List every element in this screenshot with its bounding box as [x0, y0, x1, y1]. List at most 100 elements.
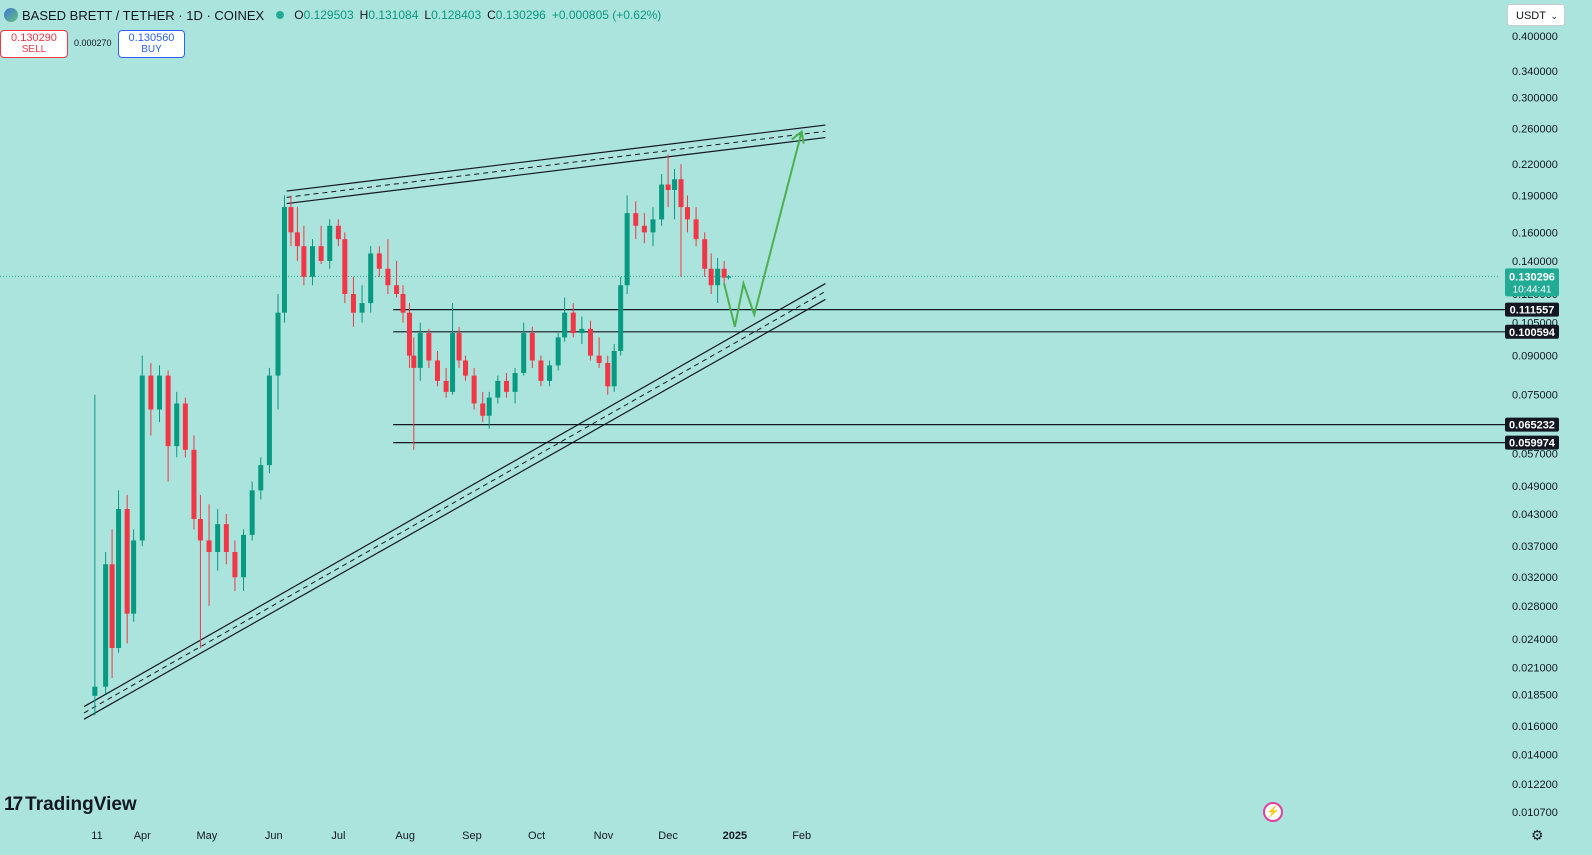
candle-body — [708, 268, 714, 286]
candle-body — [394, 285, 400, 295]
candle-body — [232, 552, 238, 578]
price-tick-label: 0.160000 — [1512, 227, 1558, 239]
horizontal-levels — [0, 275, 1505, 444]
price-tick-label: 0.012200 — [1512, 779, 1558, 791]
bolt-icon[interactable]: ⚡ — [1263, 802, 1283, 822]
upper-channel-top[interactable] — [286, 124, 826, 192]
candle-body — [587, 328, 593, 356]
candle-body — [434, 360, 440, 381]
projection-line[interactable] — [723, 131, 803, 327]
level-label: 0.100594 — [1509, 327, 1556, 339]
candle-body — [92, 686, 98, 696]
lower-channel-mid — [83, 291, 826, 714]
price-tick-label: 0.340000 — [1512, 66, 1558, 78]
candle-body — [411, 355, 417, 368]
current-price-box — [1505, 268, 1559, 297]
lower-channel-bottom[interactable] — [83, 298, 826, 720]
candle-body — [124, 509, 130, 614]
currency-select[interactable]: USDT ⌄ — [1507, 4, 1565, 26]
tradingview-logo[interactable]: 17 TradingView — [4, 794, 137, 816]
price-tick-label: 0.032000 — [1512, 572, 1558, 584]
sell-label: SELL — [21, 44, 47, 55]
candle-body — [715, 268, 721, 286]
candle-body — [385, 268, 391, 286]
candle-body — [555, 337, 561, 366]
time-tick-label: Apr — [134, 830, 151, 842]
candle-body — [529, 333, 535, 361]
candle-body — [471, 375, 477, 404]
candle-body — [624, 213, 630, 286]
candle-body — [139, 375, 145, 541]
candle-body — [725, 276, 731, 278]
symbol-icon — [4, 8, 18, 22]
candle-body — [678, 179, 684, 208]
price-tick-label: 0.400000 — [1512, 31, 1558, 43]
candle-body — [116, 509, 122, 649]
price-tick-label: 0.024000 — [1512, 634, 1558, 646]
candle-body — [103, 564, 109, 687]
candle-body — [538, 360, 544, 381]
candle-body — [376, 253, 382, 269]
price-tick-label: 0.057000 — [1512, 449, 1558, 461]
symbol-title[interactable]: BASED BRETT / TETHER · 1D · COINEX — [22, 7, 265, 23]
price-tick-label: 0.260000 — [1512, 123, 1558, 135]
buy-button[interactable]: 0.130560 BUY — [118, 30, 185, 58]
candle-body — [672, 179, 678, 190]
candle-body — [641, 225, 647, 233]
time-axis: 11 Apr May Jun Jul Aug Sep Oct Nov Dec 2025 Feb — [91, 830, 811, 842]
price-axis: 0.400000 0.340000 0.300000 0.260000 0.220000… — [1512, 31, 1558, 819]
price-tick-label: 0.016000 — [1512, 721, 1558, 733]
time-tick-label: Nov — [594, 830, 614, 842]
candle-body — [335, 225, 341, 240]
candle-body — [450, 333, 456, 392]
candle-body — [342, 239, 348, 295]
time-tick-label: Dec — [658, 830, 678, 842]
upper-channel-bottom[interactable] — [286, 136, 826, 205]
candle-body — [570, 312, 576, 334]
price-tick-label: 0.018500 — [1512, 690, 1558, 702]
price-change: +0.000805 (+0.62%) — [551, 8, 662, 22]
countdown-label: 10:44:41 — [1513, 284, 1552, 295]
sell-button[interactable]: 0.130290 SELL — [0, 30, 68, 58]
candle-body — [368, 253, 374, 304]
candle-body — [417, 333, 423, 368]
gear-icon[interactable]: ⚙ — [1531, 827, 1544, 843]
candle-body — [109, 564, 115, 649]
candle-body — [310, 246, 315, 277]
chevron-down-icon: ⌄ — [1550, 11, 1558, 21]
logo-text: TradingView — [25, 794, 137, 815]
currency-label: USDT — [1516, 10, 1546, 22]
candles — [92, 154, 731, 716]
time-tick-label: Jul — [331, 830, 345, 842]
candle-body — [301, 246, 307, 277]
current-price-label: 0.130296 — [1509, 271, 1555, 283]
candle-body — [486, 397, 492, 416]
ohlc-low: L0.128403 — [424, 8, 482, 22]
candle-body — [148, 375, 154, 410]
ohlc-high: H0.131084 — [359, 8, 419, 22]
candle-body — [266, 375, 272, 466]
time-tick-label: Feb — [792, 830, 811, 842]
candle-body — [165, 375, 171, 447]
candle-body — [611, 350, 617, 387]
level-label: 0.065232 — [1509, 420, 1555, 432]
price-tick-label: 0.021000 — [1512, 663, 1558, 675]
candle-body — [562, 312, 568, 338]
candle-body — [650, 219, 656, 233]
status-dot-icon — [276, 11, 285, 19]
candle-body — [456, 333, 462, 361]
candle-body — [206, 540, 212, 553]
projection-arrowhead — [791, 129, 805, 144]
candle-body — [605, 362, 611, 387]
time-tick-label: 2025 — [723, 830, 747, 842]
candle-body — [156, 375, 162, 410]
logo-mark: 17 — [4, 794, 23, 815]
price-tick-label: 0.014000 — [1512, 749, 1558, 761]
price-tick-label: 0.010700 — [1512, 807, 1558, 819]
candle-body — [182, 403, 188, 450]
lower-channel-top[interactable] — [83, 283, 826, 708]
price-tick-label: 0.300000 — [1512, 93, 1558, 105]
time-tick-label: Aug — [395, 830, 415, 842]
ohlc-close: C0.130296 — [487, 8, 546, 22]
